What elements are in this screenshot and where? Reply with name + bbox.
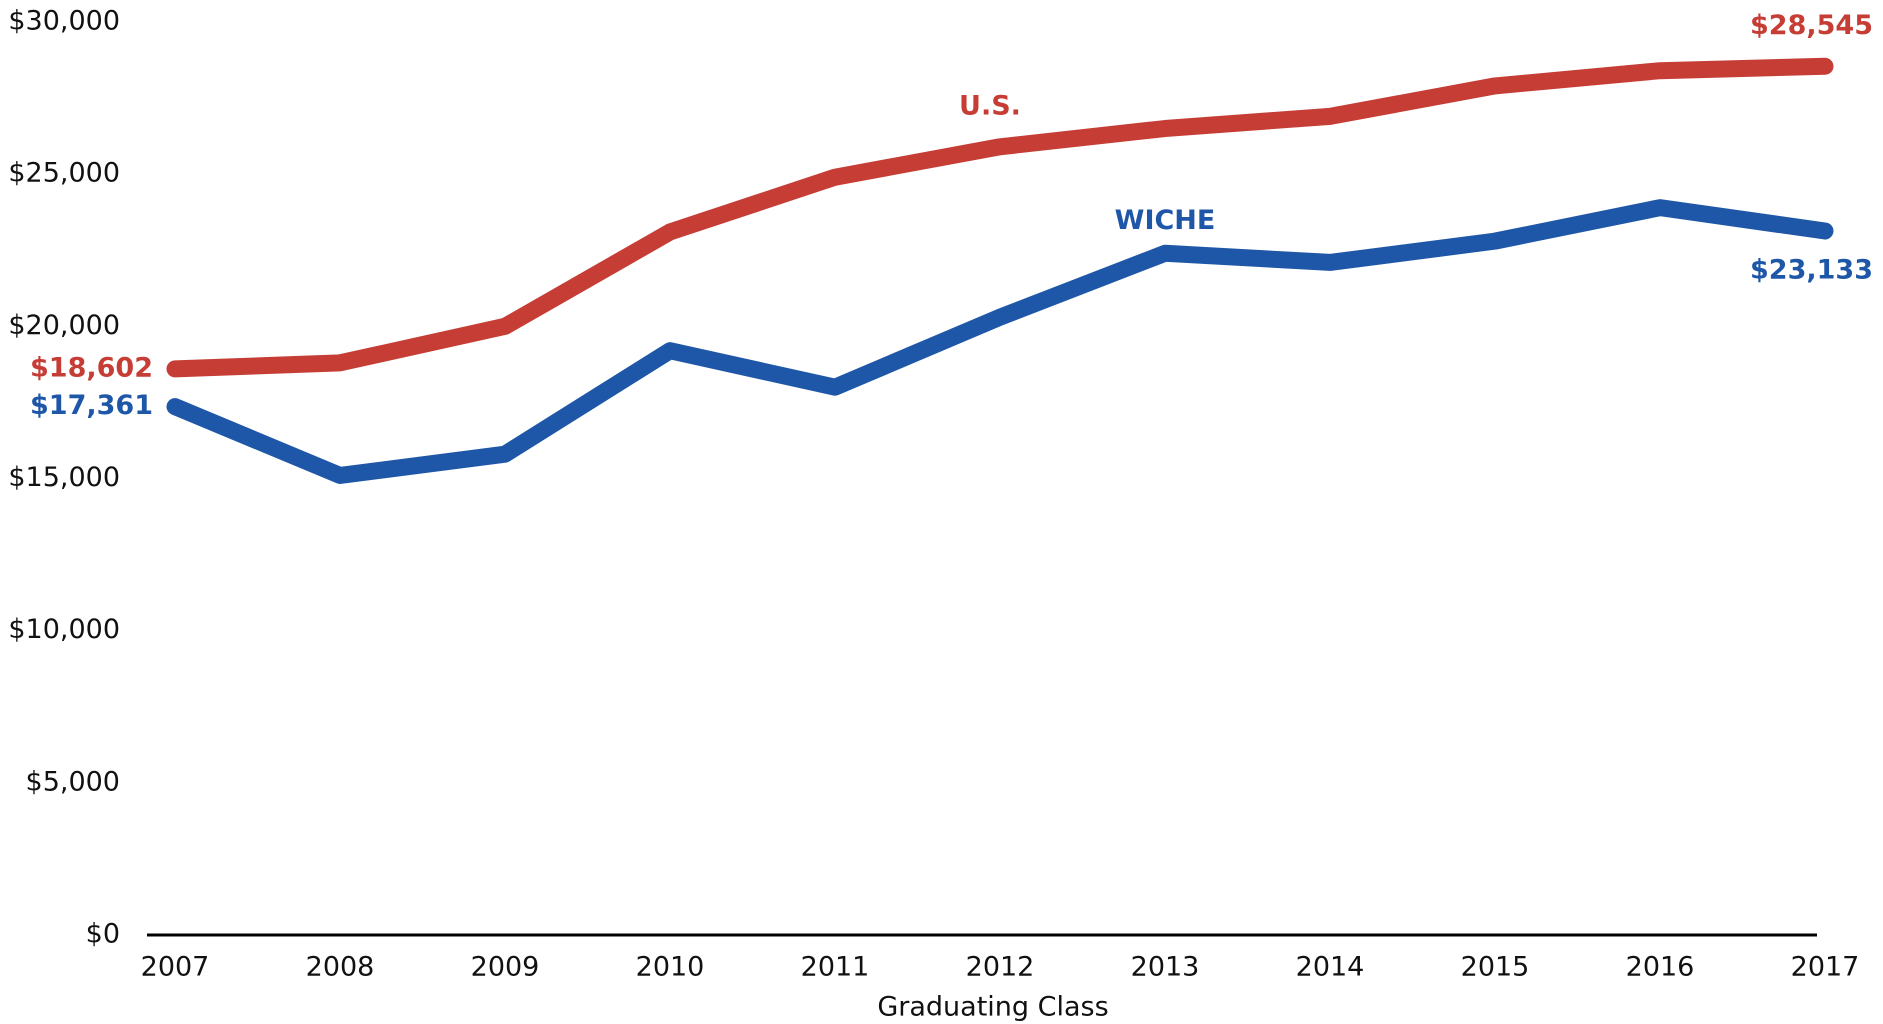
value-label: $28,545 [1750,10,1873,41]
x-tick-label: 2013 [1131,952,1200,983]
x-tick-label: 2011 [801,952,870,983]
x-tick-label: 2017 [1791,952,1860,983]
x-tick-label: 2016 [1626,952,1695,983]
x-tick-label: 2012 [966,952,1035,983]
y-tick-label: $30,000 [8,6,120,37]
x-tick-label: 2009 [471,952,540,983]
x-tick-label: 2014 [1296,952,1365,983]
series-label: WICHE [1115,205,1216,236]
value-label: $23,133 [1750,254,1873,285]
y-tick-label: $0 [86,919,120,950]
x-axis-label: Graduating Class [877,992,1108,1023]
line-series [166,199,1834,484]
y-tick-label: $5,000 [26,766,120,797]
value-label: $17,361 [30,390,153,421]
series-label: U.S. [959,90,1021,121]
x-tick-label: 2015 [1461,952,1530,983]
y-tick-label: $15,000 [8,462,120,493]
y-tick-label: $20,000 [8,310,120,341]
x-tick-label: 2008 [306,952,375,983]
x-tick-label: 2007 [141,952,210,983]
value-label: $18,602 [30,352,153,383]
x-tick-label: 2010 [636,952,705,983]
y-tick-label: $10,000 [8,614,120,645]
line-series [166,57,1834,378]
y-tick-label: $25,000 [8,158,120,189]
